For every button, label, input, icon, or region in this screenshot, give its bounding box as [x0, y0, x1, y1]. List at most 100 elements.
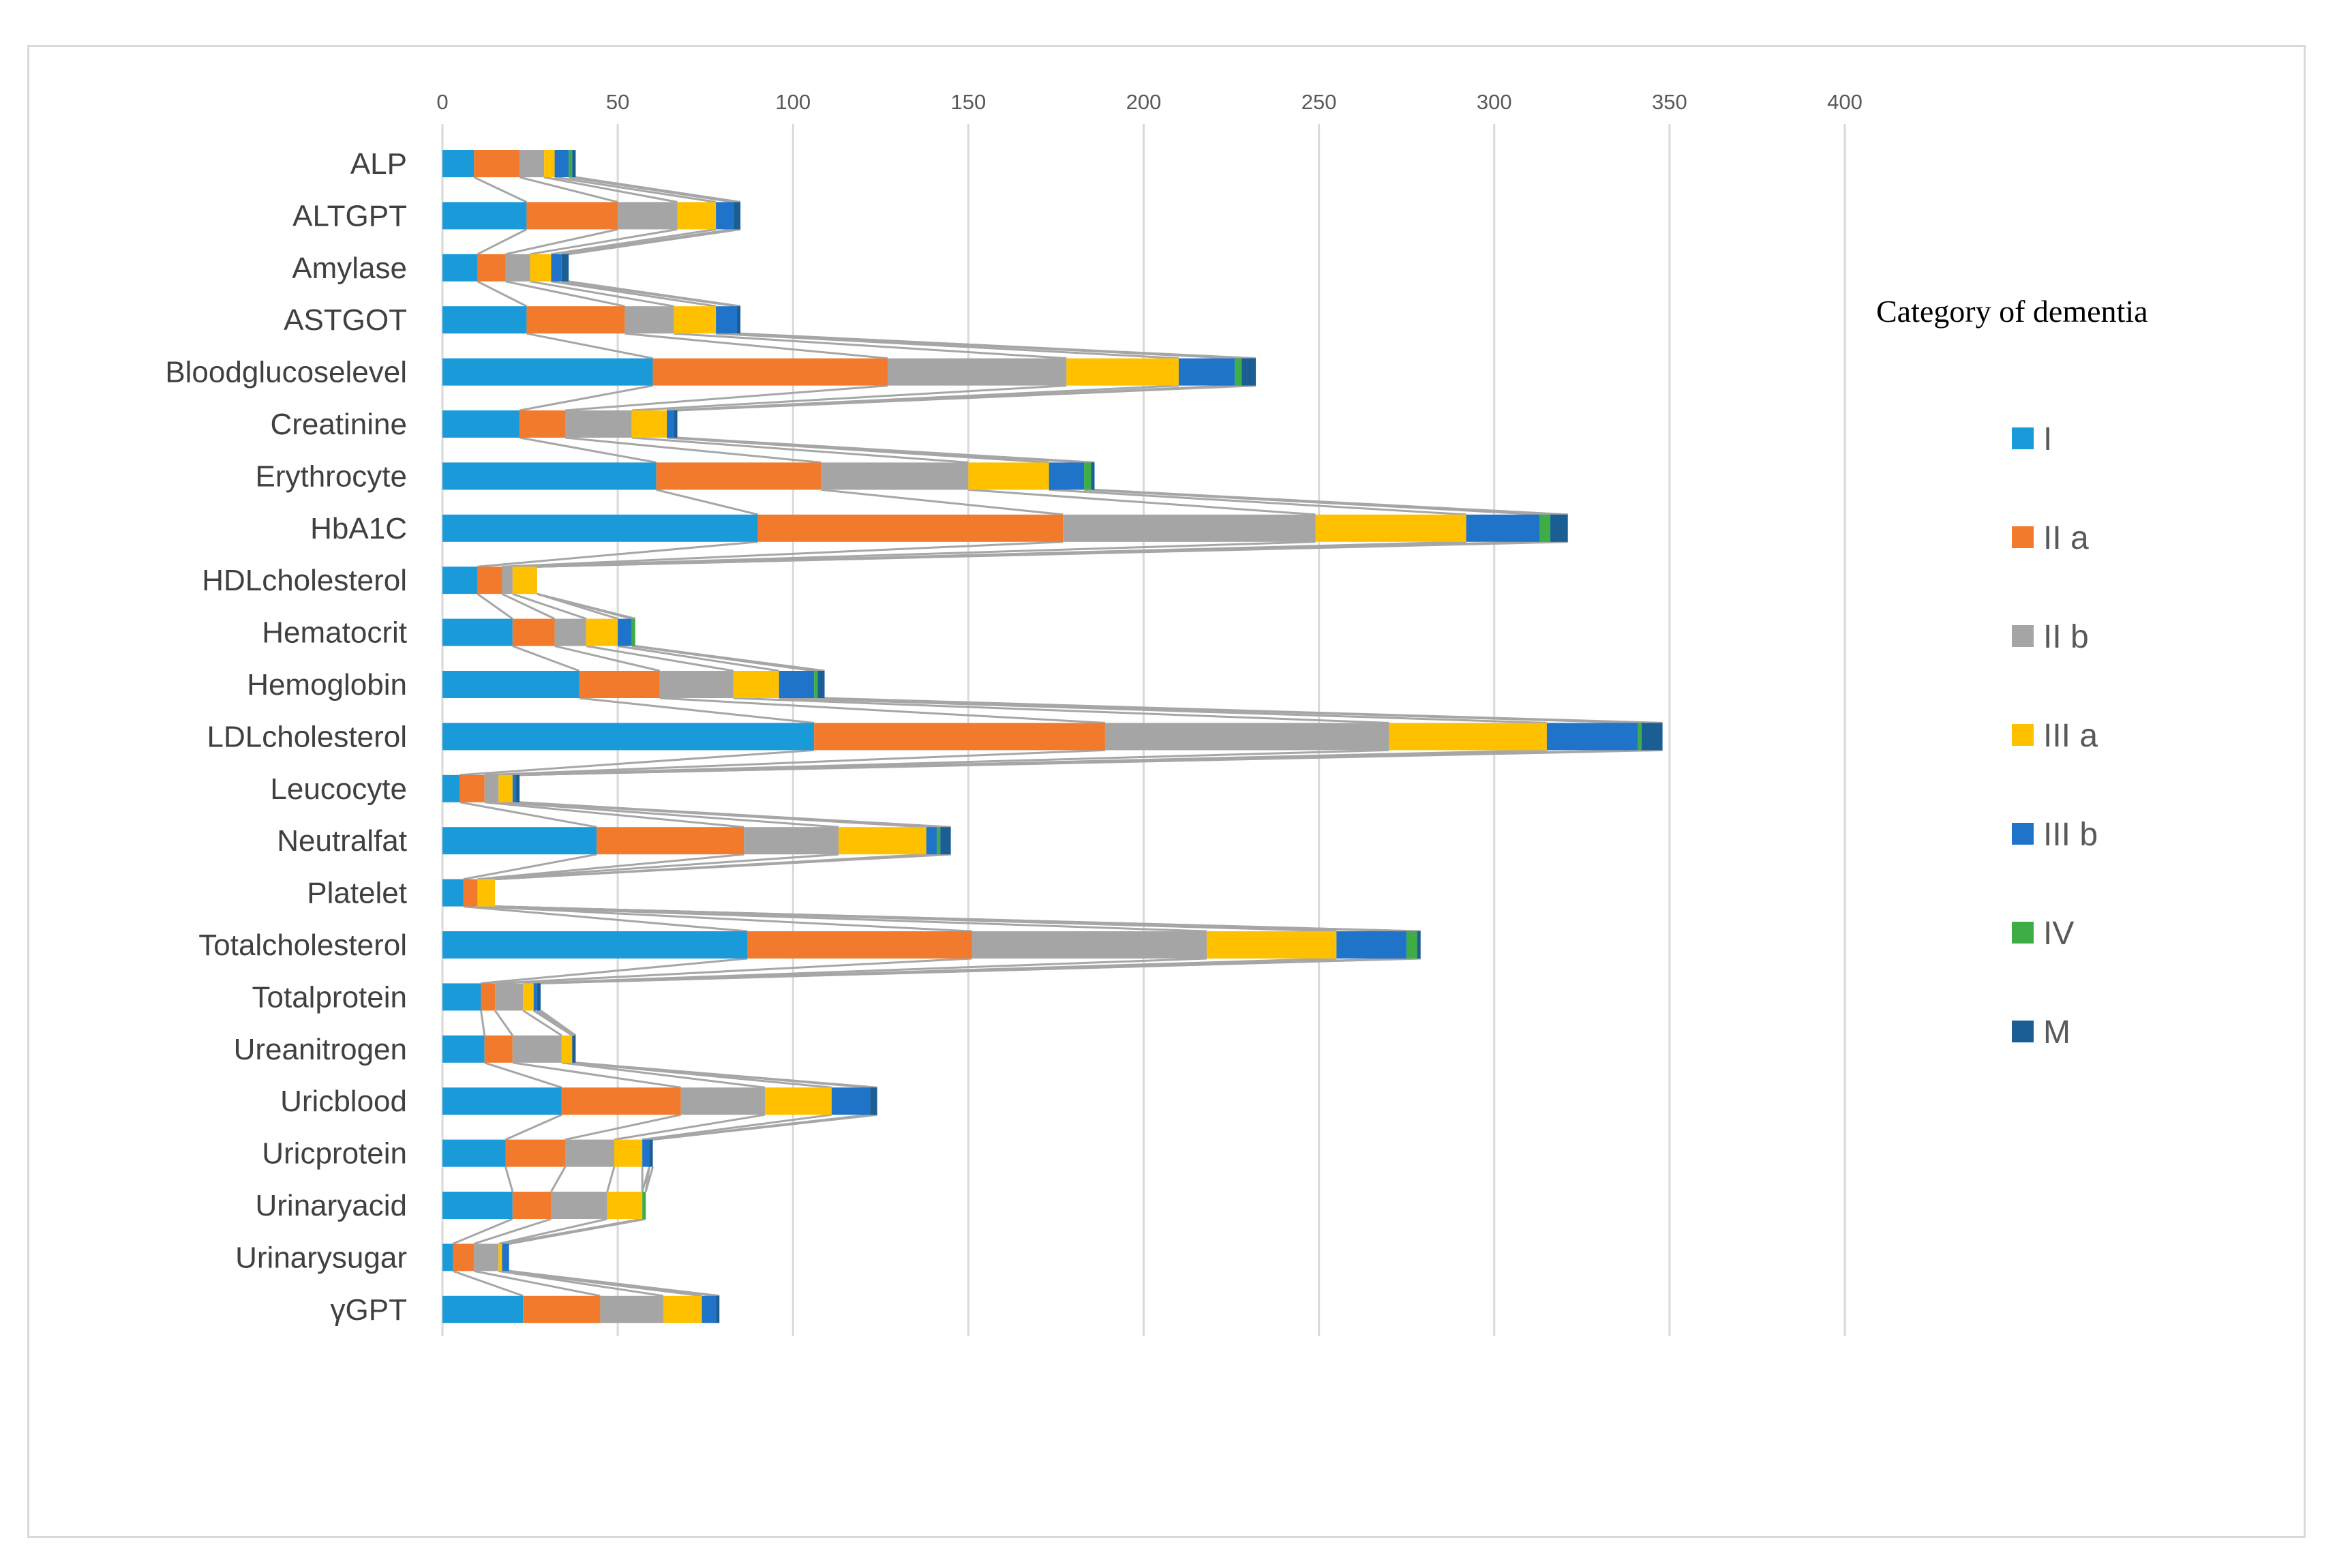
series-line-ii-b-10: [733, 697, 1389, 724]
series-line-ii-a-17: [512, 1061, 681, 1089]
bar-bloodglucoselevel-iii-a: [1066, 358, 1179, 386]
series-line-m-4: [677, 385, 1256, 412]
bar-urinarysugar-iii-b: [502, 1243, 509, 1271]
series-line-m-14: [495, 905, 1421, 933]
series-line-ii-b-0: [543, 176, 678, 203]
bar-uricblood-ii-b: [680, 1087, 766, 1115]
category-label-astgot: ASTGOT: [284, 303, 407, 337]
bar-platelet-ii-a: [463, 879, 478, 907]
legend-swatch-iv: [2012, 922, 2034, 944]
bar-gpt-iii-b: [702, 1295, 717, 1323]
category-label-uricprotein: Uricprotein: [262, 1137, 407, 1171]
bar-urinarysugar-i: [442, 1243, 453, 1271]
series-line-i-9: [512, 645, 580, 672]
bar-leucocyte-m: [515, 774, 520, 802]
bar-neutralfat-iii-a: [839, 827, 927, 855]
series-line-ii-b-2: [530, 280, 674, 307]
series-line-i-2: [477, 280, 528, 307]
bar-uricprotein-m: [649, 1139, 653, 1167]
bar-neutralfat-i: [442, 827, 597, 855]
bar-erythrocyte-iii-a: [968, 462, 1049, 490]
category-label-uricblood: Uricblood: [280, 1085, 407, 1118]
series-line-i-14: [463, 905, 748, 933]
bar-hemoglobin-iv: [814, 671, 818, 698]
bar-ldlcholesterol-iv: [1638, 723, 1642, 751]
bar-alp-ii-b: [519, 150, 545, 177]
bar-bloodglucoselevel-ii-a: [652, 358, 888, 386]
series-line-m-2: [568, 280, 741, 307]
bar-altgpt-iii-a: [677, 202, 717, 230]
series-line-ii-b-13: [477, 853, 839, 881]
category-label-platelet: Platelet: [307, 877, 407, 910]
bar-hba1c-ii-a: [757, 514, 1064, 542]
series-line-iii-a-0: [554, 176, 717, 203]
bar-urinaryacid-iii-a: [607, 1192, 643, 1219]
bar-neutralfat-ii-b: [744, 827, 839, 855]
category-label-totalcholesterol: Totalcholesterol: [198, 929, 407, 962]
chart-frame: [27, 45, 2306, 1538]
bar-alp-ii-a: [474, 150, 520, 177]
bar-hematocrit-ii-b: [554, 618, 586, 646]
bar-hematocrit-iv: [631, 618, 635, 646]
bar-ldlcholesterol-ii-b: [1104, 723, 1389, 751]
bar-leucocyte-i: [442, 774, 460, 802]
series-line-ii-b-4: [631, 385, 1067, 412]
category-label-urinaryacid: Urinaryacid: [255, 1189, 407, 1222]
bar-urinaryacid-iv: [642, 1192, 646, 1219]
series-lines: [452, 176, 1663, 1297]
bar-hematocrit-i: [442, 618, 513, 646]
bar-bloodglucoselevel-iv: [1235, 358, 1242, 386]
bar-erythrocyte-iv: [1084, 462, 1091, 490]
series-line-i-10: [579, 697, 815, 724]
series-line-iii-a-2: [551, 280, 717, 307]
legend-label-ii-b: II b: [2043, 619, 2089, 655]
series-line-m-9: [635, 645, 825, 672]
bar-creatinine-i: [442, 410, 520, 438]
bar-hba1c-iii-b: [1466, 514, 1540, 542]
bar-hba1c-iii-a: [1315, 514, 1466, 542]
legend-label-iii-b: III b: [2043, 817, 2098, 853]
bar-amylase-ii-a: [477, 254, 506, 282]
category-label-altgpt: ALTGPT: [292, 199, 407, 232]
category-label-alp: ALP: [350, 147, 407, 181]
category-labels: ALP ALTGPT Amylase ASTGOT Bloodglucoselevel C…: [165, 147, 407, 1327]
category-label-hba1c: HbA1C: [310, 512, 407, 545]
bar-urinarysugar-ii-b: [474, 1243, 499, 1271]
series-line-ii-b-7: [512, 541, 1316, 568]
bar-astgot-m: [736, 306, 741, 334]
series-line-ii-a-5: [564, 436, 822, 464]
series-line-ii-b-6: [968, 488, 1316, 516]
bar-ldlcholesterol-m: [1641, 723, 1663, 751]
bar-bloodglucoselevel-m: [1241, 358, 1256, 386]
bar-erythrocyte-i: [442, 462, 657, 490]
x-tick-label-250: 250: [1301, 90, 1337, 114]
bar-totalprotein-ii-b: [495, 983, 524, 1011]
series-line-ii-a-9: [554, 645, 661, 672]
bar-totalcholesterol-i: [442, 931, 748, 959]
series-line-m-19: [644, 1166, 654, 1192]
series-line-i-12: [460, 801, 597, 828]
x-tick-label-100: 100: [775, 90, 811, 114]
bar-totalcholesterol-iii-b: [1336, 931, 1407, 959]
series-line-i-11: [460, 749, 815, 777]
series-line-ii-a-0: [519, 176, 618, 203]
bar-totalprotein-m: [537, 983, 541, 1011]
series-line-m-16: [540, 1010, 577, 1037]
series-line-iii-a-1: [551, 228, 717, 256]
bar-ldlcholesterol-iii-b: [1546, 723, 1638, 751]
series-line-ii-b-17: [561, 1061, 766, 1089]
series-line-m-5: [677, 436, 1095, 464]
series-line-m-3: [740, 332, 1256, 360]
bar-gpt-ii-b: [600, 1295, 663, 1323]
series-line-ii-a-2: [505, 280, 625, 307]
series-line-ii-a-14: [477, 905, 972, 933]
bar-erythrocyte-ii-b: [821, 462, 969, 490]
bar-creatinine-iii-b: [667, 410, 674, 438]
series-line-i-21: [452, 1269, 524, 1297]
bar-erythrocyte-m: [1091, 462, 1095, 490]
x-tick-label-50: 50: [606, 90, 629, 114]
bar-totalcholesterol-iv: [1406, 931, 1417, 959]
bar-alp-m: [572, 150, 576, 177]
bar-hba1c-m: [1550, 514, 1568, 542]
